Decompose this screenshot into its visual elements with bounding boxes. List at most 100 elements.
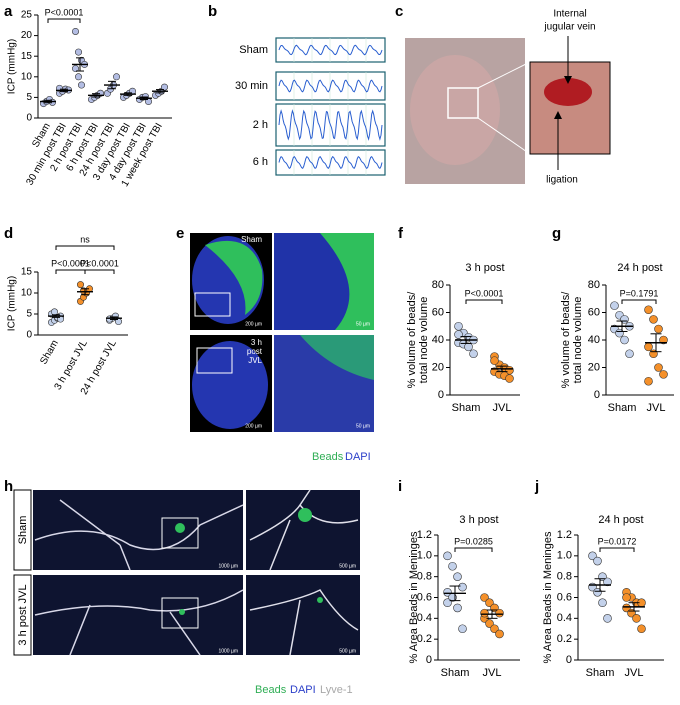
data-point <box>644 305 653 315</box>
x-tick-label: JVL <box>647 402 666 414</box>
beads <box>179 609 185 615</box>
image-label: 3 h <box>251 338 262 347</box>
y-tick-label: 1.0 <box>557 550 572 562</box>
data-point <box>598 598 607 608</box>
y-tick-label: 20 <box>588 361 600 373</box>
data-point <box>485 598 494 608</box>
data-point <box>161 83 169 91</box>
data-point <box>593 556 602 566</box>
panel-label: h <box>4 478 13 495</box>
chart-title: 24 h post <box>598 514 643 526</box>
inset-box <box>196 347 233 374</box>
scale-bar-label: 200 µm <box>245 321 262 327</box>
data-point <box>603 614 612 623</box>
trace <box>278 109 383 141</box>
significance-label: P<0.0001 <box>45 7 84 17</box>
legend-label: DAPI <box>345 451 371 463</box>
data-point <box>495 629 504 639</box>
vessel <box>249 489 359 571</box>
y-tick-label: 15 <box>21 267 33 278</box>
row-label: 3 h post JVL <box>17 584 29 645</box>
x-tick-label: Sham <box>586 667 615 679</box>
data-point <box>649 315 658 324</box>
panel-label: e <box>176 225 184 242</box>
data-point <box>622 603 631 613</box>
panel-label: j <box>534 478 539 495</box>
data-point <box>77 281 85 289</box>
vessel <box>34 499 244 571</box>
y-tick-label: 0.6 <box>557 591 572 603</box>
data-point <box>603 577 612 587</box>
vessel <box>34 589 244 656</box>
scale-bar-label: 50 µm <box>356 321 370 327</box>
y-axis-label: % volume of beads/ <box>406 291 418 389</box>
data-point <box>659 370 668 379</box>
data-point <box>620 335 629 345</box>
legend-label: Lyve-1 <box>320 684 353 696</box>
y-tick-label: 0.4 <box>557 612 572 624</box>
data-point <box>632 614 641 623</box>
significance-label: P=0.1791 <box>620 288 659 298</box>
data-point <box>453 572 462 581</box>
annotation: ligation <box>546 175 578 186</box>
data-point <box>644 376 653 386</box>
data-point <box>448 561 457 571</box>
row-box <box>13 489 32 571</box>
y-tick-label: 0.2 <box>417 633 432 645</box>
data-point <box>610 301 619 310</box>
x-tick-label: JVL <box>483 667 502 679</box>
data-point <box>480 608 489 618</box>
data-point <box>443 551 452 561</box>
micrograph <box>246 575 360 655</box>
x-tick-label: JVL <box>625 667 644 679</box>
row-label: 2 h <box>253 119 268 131</box>
data-point <box>72 27 80 35</box>
y-axis-label: total node volume <box>572 297 584 384</box>
y-tick-label: 1.2 <box>417 529 432 541</box>
y-tick-label: 60 <box>432 306 444 318</box>
beads <box>175 523 185 533</box>
data-point <box>485 619 494 628</box>
scale-bar-label: 500 µm <box>339 563 356 569</box>
y-tick-label: 0 <box>426 654 432 666</box>
data-point <box>443 587 452 597</box>
y-tick-label: 0 <box>566 654 572 666</box>
y-axis-label: % Area Beads in Meninges <box>542 531 554 664</box>
data-point <box>443 598 452 608</box>
significance-label: P<0.0001 <box>51 258 90 268</box>
micrograph-detail <box>320 233 374 330</box>
chart-title: 3 h post <box>459 514 498 526</box>
inset-box <box>161 597 199 629</box>
y-tick-label: 5 <box>26 92 32 103</box>
significance-label: P<0.0001 <box>80 258 119 268</box>
x-tick-label: JVL <box>493 402 512 414</box>
vessel <box>249 589 359 656</box>
beads <box>298 508 312 522</box>
y-tick-label: 1.0 <box>417 550 432 562</box>
data-point <box>454 321 463 331</box>
data-point <box>654 324 663 334</box>
significance-bracket <box>84 269 115 274</box>
data-point <box>464 342 473 352</box>
chart-title: 24 h post <box>617 262 662 274</box>
legend-label: Beads <box>312 451 344 463</box>
legend-label: DAPI <box>290 684 316 696</box>
data-point <box>644 342 653 352</box>
row-label: Sham <box>239 44 268 56</box>
photo-detail <box>410 55 500 165</box>
y-tick-label: 1.2 <box>557 529 572 541</box>
data-point <box>458 624 467 634</box>
x-tick-label: Sham <box>38 338 61 366</box>
trace <box>278 44 383 56</box>
x-tick-label: Sham <box>441 667 470 679</box>
x-tick-label: Sham <box>452 402 481 414</box>
vein <box>544 78 592 106</box>
scale-bar-label: 1000 µm <box>218 563 238 569</box>
micrograph-detail <box>300 335 374 380</box>
scale-bar-label: 200 µm <box>245 423 262 429</box>
y-tick-label: 0.6 <box>417 591 432 603</box>
micrograph-detail <box>192 341 268 429</box>
beads <box>317 597 323 603</box>
panel-label: g <box>552 225 561 242</box>
data-point <box>480 593 489 602</box>
